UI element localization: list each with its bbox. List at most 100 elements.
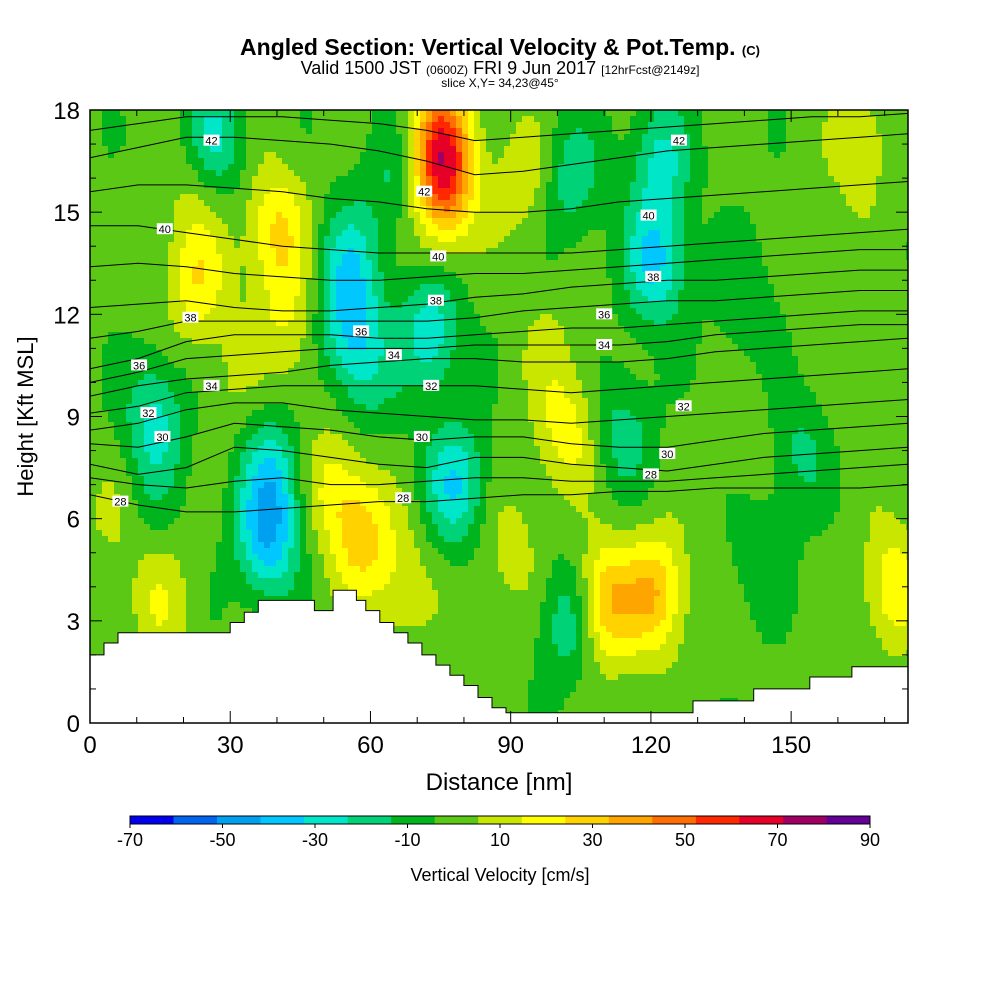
velocity-cell <box>192 248 199 255</box>
velocity-cell <box>540 224 547 231</box>
velocity-cell <box>366 302 373 309</box>
velocity-cell <box>750 140 757 147</box>
velocity-cell <box>378 248 385 255</box>
velocity-cell <box>528 248 535 255</box>
velocity-cell <box>474 266 481 273</box>
velocity-cell <box>522 206 529 213</box>
velocity-cell <box>174 134 181 141</box>
velocity-cell <box>630 146 637 153</box>
velocity-cell <box>198 242 205 249</box>
velocity-cell <box>552 248 559 255</box>
velocity-cell <box>324 278 331 285</box>
velocity-cell <box>864 314 871 321</box>
velocity-cell <box>474 146 481 153</box>
velocity-cell <box>246 122 253 129</box>
velocity-cell <box>420 116 427 123</box>
velocity-cell <box>624 224 631 231</box>
velocity-cell <box>348 110 355 117</box>
velocity-cell <box>780 242 787 249</box>
velocity-cell <box>534 266 541 273</box>
velocity-cell <box>288 224 295 231</box>
velocity-cell <box>744 278 751 285</box>
velocity-cell <box>648 320 655 327</box>
velocity-cell <box>330 308 337 315</box>
velocity-cell <box>558 146 565 153</box>
velocity-cell <box>588 128 595 135</box>
velocity-cell <box>456 206 463 213</box>
velocity-cell <box>156 158 163 165</box>
velocity-cell <box>726 134 733 141</box>
velocity-cell <box>732 140 739 147</box>
velocity-cell <box>102 128 109 135</box>
velocity-cell <box>792 266 799 273</box>
velocity-cell <box>654 140 661 147</box>
velocity-cell <box>204 200 211 207</box>
velocity-cell <box>240 170 247 177</box>
velocity-cell <box>252 266 259 273</box>
velocity-cell <box>882 212 889 219</box>
velocity-cell <box>858 170 865 177</box>
velocity-cell <box>378 218 385 225</box>
velocity-cell <box>300 266 307 273</box>
velocity-cell <box>786 242 793 249</box>
velocity-cell <box>510 242 517 249</box>
velocity-cell <box>870 320 877 327</box>
velocity-cell <box>582 206 589 213</box>
velocity-cell <box>558 212 565 219</box>
velocity-cell <box>90 236 97 243</box>
velocity-cell <box>900 164 907 171</box>
velocity-cell <box>744 320 751 327</box>
velocity-cell <box>714 188 721 195</box>
velocity-cell <box>804 242 811 249</box>
velocity-cell <box>180 242 187 249</box>
velocity-cell <box>288 326 295 333</box>
velocity-cell <box>582 152 589 159</box>
velocity-cell <box>486 266 493 273</box>
velocity-cell <box>840 224 847 231</box>
velocity-cell <box>864 128 871 135</box>
velocity-cell <box>750 170 757 177</box>
velocity-cell <box>642 170 649 177</box>
velocity-cell <box>840 164 847 171</box>
velocity-cell <box>198 218 205 225</box>
velocity-cell <box>798 314 805 321</box>
velocity-cell <box>408 122 415 129</box>
velocity-cell <box>150 320 157 327</box>
velocity-cell <box>312 302 319 309</box>
velocity-cell <box>660 320 667 327</box>
velocity-cell <box>132 242 139 249</box>
velocity-cell <box>468 194 475 201</box>
velocity-cell <box>192 296 199 303</box>
velocity-cell <box>474 128 481 135</box>
velocity-cell <box>246 248 253 255</box>
velocity-cell <box>486 182 493 189</box>
velocity-cell <box>876 122 883 129</box>
velocity-cell <box>150 110 157 117</box>
velocity-cell <box>192 170 199 177</box>
velocity-cell <box>678 176 685 183</box>
velocity-cell <box>366 260 373 267</box>
velocity-cell <box>462 284 469 291</box>
velocity-cell <box>390 140 397 147</box>
velocity-cell <box>450 302 457 309</box>
velocity-cell <box>702 308 709 315</box>
velocity-cell <box>792 242 799 249</box>
velocity-cell <box>672 236 679 243</box>
velocity-cell <box>798 272 805 279</box>
velocity-cell <box>108 278 115 285</box>
velocity-cell <box>354 242 361 249</box>
velocity-cell <box>306 206 313 213</box>
velocity-cell <box>222 278 229 285</box>
velocity-cell <box>816 200 823 207</box>
velocity-cell <box>390 248 397 255</box>
velocity-cell <box>888 176 895 183</box>
velocity-cell <box>354 218 361 225</box>
velocity-cell <box>654 212 661 219</box>
velocity-cell <box>780 206 787 213</box>
velocity-cell <box>282 284 289 291</box>
velocity-cell <box>786 188 793 195</box>
velocity-cell <box>834 260 841 267</box>
velocity-cell <box>138 242 145 249</box>
velocity-cell <box>630 308 637 315</box>
velocity-cell <box>456 278 463 285</box>
